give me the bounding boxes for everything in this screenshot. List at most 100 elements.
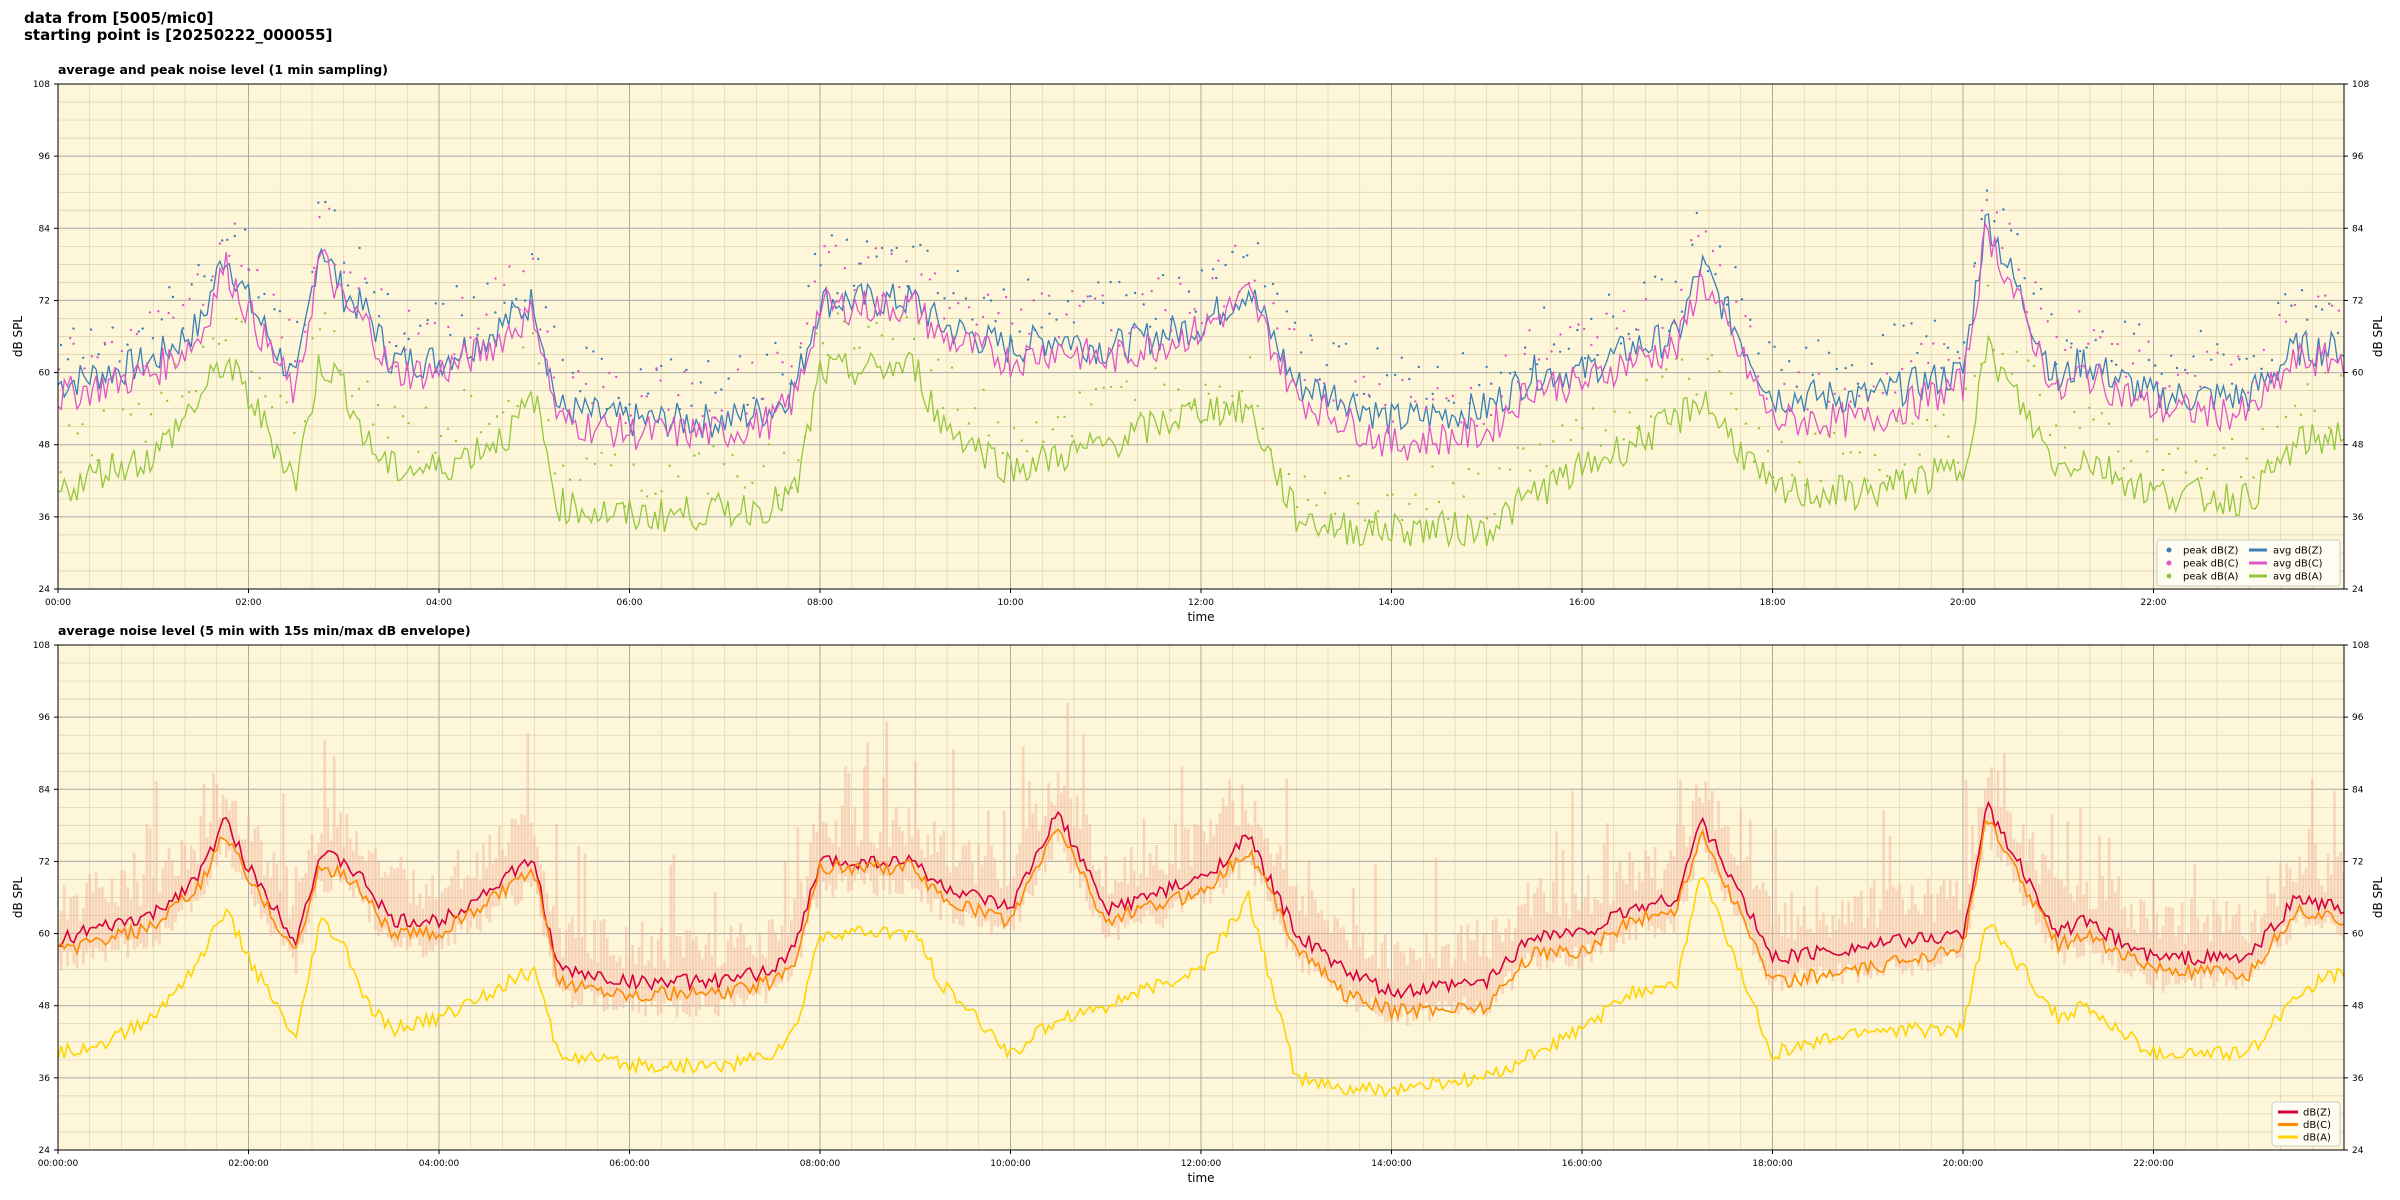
peak-point bbox=[66, 358, 70, 361]
peak-point bbox=[2001, 352, 2005, 356]
peak-point bbox=[503, 301, 506, 304]
peak-point bbox=[2110, 359, 2113, 363]
peak-point bbox=[1622, 310, 1626, 313]
peak-point bbox=[1293, 328, 1296, 331]
peak-point bbox=[89, 328, 93, 331]
y-tick-label: 60 bbox=[39, 369, 51, 379]
peak-point bbox=[2175, 366, 2179, 370]
peak-point bbox=[1055, 318, 1058, 321]
peak-point bbox=[250, 370, 253, 373]
peak-point bbox=[852, 284, 856, 287]
peak-point bbox=[2168, 385, 2171, 388]
peak-point bbox=[2213, 454, 2216, 457]
peak-point bbox=[1653, 328, 1656, 331]
peak-point bbox=[971, 318, 974, 321]
peak-point bbox=[610, 464, 613, 467]
peak-point bbox=[997, 311, 1000, 315]
peak-point bbox=[797, 459, 800, 462]
peak-point bbox=[2184, 368, 2187, 372]
peak-point bbox=[1485, 517, 1489, 520]
peak-point bbox=[645, 395, 648, 398]
peak-point bbox=[172, 316, 175, 319]
peak-point bbox=[2146, 450, 2149, 453]
peak-point bbox=[2262, 348, 2265, 352]
series-line-avgdbz bbox=[58, 212, 2344, 439]
y-axis-label: dB SPL bbox=[11, 316, 25, 358]
peak-point bbox=[83, 367, 86, 370]
peak-point bbox=[736, 368, 740, 371]
peak-point bbox=[217, 342, 221, 346]
peak-point bbox=[1934, 425, 1937, 428]
peak-point bbox=[2176, 447, 2180, 450]
peak-point bbox=[1261, 427, 1265, 430]
peak-point bbox=[494, 311, 497, 314]
peak-point bbox=[537, 362, 541, 365]
peak-point bbox=[372, 423, 375, 426]
peak-point bbox=[377, 315, 381, 318]
peak-point bbox=[1408, 502, 1411, 506]
peak-point bbox=[1263, 285, 1267, 288]
peak-point bbox=[727, 377, 730, 380]
peak-point bbox=[1985, 198, 1989, 202]
peak-point bbox=[1695, 211, 1699, 215]
peak-point bbox=[1169, 318, 1173, 321]
peak-point bbox=[318, 215, 321, 219]
x-tick-label: 22:00 bbox=[2141, 598, 2167, 608]
peak-point bbox=[1674, 280, 1677, 283]
peak-point bbox=[349, 271, 352, 274]
peak-point bbox=[981, 315, 985, 319]
peak-point bbox=[1885, 372, 1889, 375]
peak-point bbox=[701, 414, 704, 418]
peak-point bbox=[823, 245, 826, 248]
peak-point bbox=[707, 360, 710, 363]
peak-point bbox=[289, 363, 293, 366]
peak-point bbox=[1910, 360, 1913, 363]
peak-point bbox=[936, 291, 940, 295]
peak-point bbox=[426, 322, 429, 325]
peak-point bbox=[1817, 372, 1821, 375]
peak-point bbox=[1806, 408, 1809, 411]
peak-point bbox=[1886, 474, 1889, 478]
peak-point bbox=[2306, 318, 2309, 321]
peak-point bbox=[486, 282, 489, 285]
peak-point bbox=[2284, 415, 2288, 419]
peak-point bbox=[2193, 374, 2197, 378]
peak-point bbox=[2200, 476, 2203, 480]
peak-point bbox=[126, 343, 129, 346]
peak-point bbox=[1475, 424, 1479, 428]
peak-point bbox=[1925, 335, 1928, 338]
y-tick-label-right: 24 bbox=[2352, 585, 2364, 595]
peak-point bbox=[472, 296, 476, 299]
peak-point bbox=[2346, 385, 2348, 387]
peak-point bbox=[736, 475, 739, 478]
peak-point bbox=[819, 264, 822, 267]
peak-point bbox=[280, 336, 283, 339]
peak-point bbox=[1946, 346, 1950, 349]
peak-point bbox=[1783, 382, 1786, 386]
peak-point bbox=[2138, 349, 2141, 352]
peak-point bbox=[591, 402, 594, 405]
x-tick-label: 10:00:00 bbox=[990, 1159, 1031, 1169]
peak-point bbox=[97, 353, 100, 356]
peak-point bbox=[1963, 341, 1966, 344]
peak-point bbox=[1995, 211, 1999, 214]
peak-point bbox=[905, 260, 908, 263]
peak-point bbox=[151, 337, 155, 340]
peak-point bbox=[1452, 482, 1455, 485]
peak-point bbox=[579, 478, 582, 482]
peak-point bbox=[639, 368, 642, 371]
peak-point bbox=[369, 316, 372, 319]
x-tick-label: 00:00:00 bbox=[38, 1159, 79, 1169]
peak-point bbox=[1508, 468, 1512, 471]
peak-point bbox=[920, 273, 923, 276]
series-line-dba bbox=[58, 876, 2344, 1099]
peak-point bbox=[449, 333, 452, 337]
peak-point bbox=[508, 265, 511, 268]
peak-point bbox=[272, 293, 275, 296]
peak-point bbox=[2245, 357, 2248, 360]
peak-point bbox=[1649, 415, 1653, 418]
peak-point bbox=[2039, 307, 2043, 310]
peak-point bbox=[288, 318, 291, 321]
peak-point bbox=[720, 409, 723, 412]
peak-point bbox=[197, 263, 200, 267]
